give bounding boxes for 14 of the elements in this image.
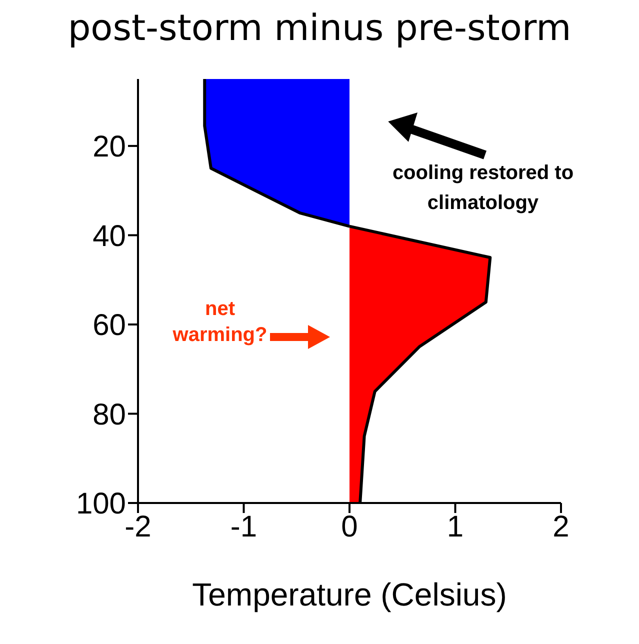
y-tick-label: 40 (92, 220, 126, 253)
chart-title: post-storm minus pre-storm (66, 8, 572, 49)
annotation: net warming? (172, 298, 268, 346)
x-tick-label: -2 (124, 510, 152, 544)
x-tick-label: -1 (230, 510, 258, 544)
x-axis-title: Temperature (Celsius) (192, 576, 507, 613)
y-tick-label: 80 (92, 398, 126, 432)
y-tick-label: 100 (76, 488, 126, 521)
x-tick-label: 2 (552, 510, 570, 544)
y-tick-label: 20 (92, 130, 126, 164)
x-tick-label: 0 (341, 510, 358, 544)
x-tick-label: 1 (446, 510, 464, 544)
y-tick-label: 60 (92, 309, 126, 342)
annotation: cooling restored to climatology (392, 162, 574, 214)
